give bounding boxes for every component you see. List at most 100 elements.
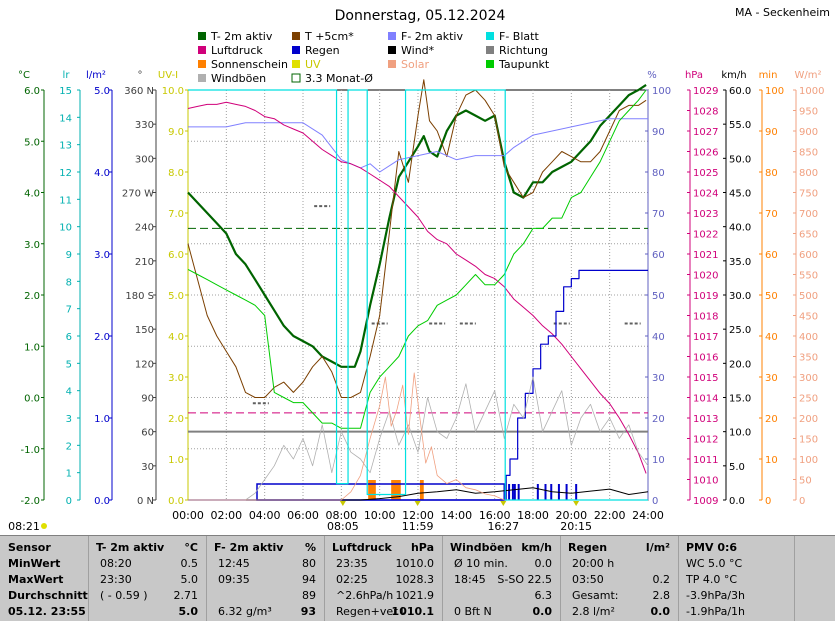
tick-label-pct: 100 — [652, 86, 671, 97]
series-lines — [187, 79, 649, 501]
stats-cell-value: 0.2 — [652, 573, 671, 586]
series-line — [188, 118, 648, 173]
station-name: MA - Seckenheim — [735, 6, 830, 19]
stats-header: Sensor — [8, 541, 51, 554]
stats-cell-left: 03:50 — [572, 573, 604, 586]
tick-label-pct: 10 — [652, 455, 665, 466]
legend-label: Sonnenschein — [211, 58, 288, 71]
tick-label-min: 70 — [765, 209, 778, 220]
tick-label-kmh: 20.0 — [729, 359, 751, 370]
tick-label-kmh: 35.0 — [729, 257, 751, 268]
rain-tick — [544, 484, 547, 500]
tick-label-deg: 360 N — [124, 86, 154, 97]
tick-label-wm2: 450 — [799, 312, 818, 323]
tick-label-pct: 0 — [652, 496, 658, 507]
legend-label: Regen — [305, 44, 340, 57]
tick-label-uv: 3.0 — [168, 373, 184, 384]
axes: -2.0-1.00.01.02.03.04.05.06.001234567891… — [20, 86, 824, 507]
stats-cell-value: 1010.1 — [391, 605, 434, 618]
tick-label-hpa: 1026 — [693, 148, 718, 159]
x-tick-label: 22:00 — [594, 509, 626, 522]
legend-swatch — [198, 32, 206, 40]
stats-cell-value: 2.71 — [173, 589, 199, 602]
tick-label-min: 90 — [765, 127, 778, 138]
stats-label: MinWert — [8, 557, 61, 570]
x-tick-label: 00:00 — [172, 509, 204, 522]
legend-swatch — [292, 32, 300, 40]
tick-label-kmh: 10.0 — [729, 428, 751, 439]
rain-tick — [575, 484, 578, 500]
tick-label-min: 20 — [765, 414, 778, 425]
x-tick-label: 20:00 — [555, 509, 587, 522]
stats-col-col4: Luftdruck hPa 23:35 1010.0 02:25 1028.3 ^2.6hP… — [324, 536, 443, 621]
stats-unit: l/m² — [645, 541, 670, 554]
stats-unit: km/h — [521, 541, 552, 554]
tick-label-min: 40 — [765, 332, 778, 343]
axis-units: °C lr l/m² ° UV-I% hPa km/h min W/m² — [18, 70, 822, 81]
series-line — [188, 376, 649, 501]
stats-cell: WC 5.0 °C — [686, 557, 743, 570]
legend-label: Luftdruck — [211, 44, 263, 57]
unit-label: hPa — [685, 70, 703, 81]
legend-swatch — [198, 74, 206, 82]
tick-label-deg: 120 — [135, 359, 154, 370]
tick-label-temp: 4.0 — [24, 189, 40, 200]
sunshine-bar — [368, 480, 376, 500]
sun-event-marker — [414, 501, 421, 506]
tick-label-lr: 8 — [66, 277, 72, 288]
stats-cell-value: 6.3 — [534, 589, 553, 602]
stats-cell-value: 5.0 — [178, 605, 199, 618]
tick-label-temp: 2.0 — [24, 291, 40, 302]
sun-icon — [41, 523, 47, 529]
tick-label-lr: 10 — [59, 223, 72, 234]
legend-label: F- Blatt — [499, 30, 539, 43]
tick-label-wm2: 700 — [799, 209, 818, 220]
legend-swatch — [388, 60, 396, 68]
tick-label-hpa: 1009 — [693, 496, 718, 507]
tick-label-wm2: 50 — [799, 476, 812, 487]
tick-label-pct: 20 — [652, 414, 665, 425]
tick-label-wm2: 250 — [799, 394, 818, 405]
tick-label-temp: -2.0 — [20, 496, 40, 507]
tick-label-wm2: 850 — [799, 148, 818, 159]
tick-label-hpa: 1022 — [693, 230, 718, 241]
tick-label-pct: 80 — [652, 168, 665, 179]
tick-label-deg: 90 — [141, 394, 154, 405]
tick-label-hpa: 1027 — [693, 127, 718, 138]
rain-tick — [511, 484, 514, 500]
stats-col-sensor: Sensor MinWert MaxWert Durchschnitt 05.1… — [0, 536, 89, 621]
tick-label-pct: 30 — [652, 373, 665, 384]
legend-swatch — [486, 32, 494, 40]
tick-label-wm2: 550 — [799, 271, 818, 282]
stats-header: T- 2m aktiv — [96, 541, 165, 554]
stats-cell-left: Regen+ver↓ — [336, 605, 407, 618]
tick-label-kmh: 5.0 — [729, 462, 745, 473]
tick-label-deg: 150 — [135, 325, 154, 336]
stats-header: F- 2m aktiv — [214, 541, 284, 554]
tick-label-pct: 50 — [652, 291, 665, 302]
series-line — [187, 89, 647, 429]
tick-label-min: 80 — [765, 168, 778, 179]
tick-label-lr: 15 — [59, 86, 72, 97]
stats-label: MaxWert — [8, 573, 64, 586]
tick-label-lm2: 5.0 — [94, 86, 110, 97]
tick-label-kmh: 60.0 — [729, 86, 751, 97]
unit-label: l/m² — [86, 70, 106, 81]
stats-cell-left: 20:00 h — [572, 557, 615, 570]
chart-extras — [188, 205, 648, 501]
x-tick-label: 02:00 — [210, 509, 242, 522]
series-line — [188, 89, 648, 501]
stats-cell-left: Ø 10 min. — [454, 557, 508, 570]
x-tick-label: 14:00 — [440, 509, 472, 522]
tick-label-temp: 5.0 — [24, 137, 40, 148]
tick-label-temp: 6.0 — [24, 86, 40, 97]
legend-label: UV — [305, 58, 321, 71]
unit-label: km/h — [721, 70, 746, 81]
stats-cell-left: 23:35 — [336, 557, 368, 570]
tick-label-lr: 2 — [66, 441, 72, 452]
series-line — [188, 269, 648, 501]
legend-label: Solar — [401, 58, 430, 71]
legend-swatch — [292, 60, 300, 68]
series-line — [187, 101, 647, 474]
tick-label-uv: 1.0 — [168, 455, 184, 466]
